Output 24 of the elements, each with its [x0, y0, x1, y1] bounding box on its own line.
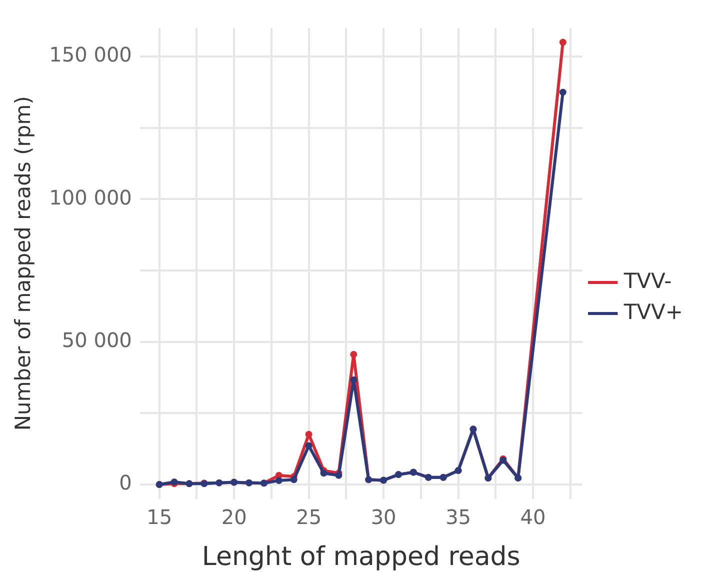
point — [290, 476, 298, 484]
point — [275, 472, 282, 479]
x-tick-label: 40 — [520, 505, 546, 530]
point — [305, 442, 312, 450]
point — [305, 430, 312, 438]
x-tick-label: 25 — [296, 505, 322, 530]
point — [350, 376, 358, 384]
point — [320, 470, 328, 477]
x-tick-label: 35 — [446, 505, 472, 530]
y-tick-label: 150 000 — [49, 42, 132, 67]
y-axis-title: Number of mapped reads (rpm) — [11, 96, 36, 431]
point — [275, 477, 282, 484]
legend-label: TVV- — [622, 268, 672, 293]
point — [559, 38, 566, 46]
x-tick-label: 30 — [370, 505, 396, 530]
x-axis-title: Lenght of mapped reads — [202, 542, 520, 572]
point — [559, 88, 566, 96]
point — [350, 350, 358, 358]
x-tick-label: 20 — [221, 505, 247, 530]
y-tick-label: 0 — [119, 470, 132, 495]
legend-label: TVV+ — [622, 300, 683, 324]
y-tick-label: 50 000 — [62, 328, 132, 352]
x-tick-label: 15 — [146, 505, 172, 530]
y-tick-label: 100 000 — [49, 185, 132, 210]
